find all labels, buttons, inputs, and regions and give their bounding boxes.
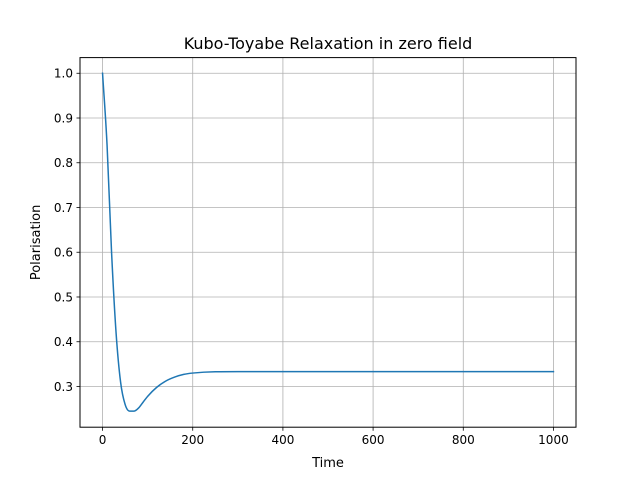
x-tick-label: 600 [362, 433, 385, 447]
x-tick-label: 1000 [538, 433, 569, 447]
axes-frame [79, 57, 577, 428]
y-tick-label: 0.5 [54, 290, 73, 304]
x-tick-label: 400 [271, 433, 294, 447]
ticks: 0 200 400 600 800 1000 0.3 0.4 0.5 0.6 0.7 0.8 0.9 1.… [54, 67, 569, 448]
y-tick-label: 1.0 [54, 67, 73, 81]
x-axis-label: Time [311, 456, 344, 471]
y-tick-label: 0.3 [54, 380, 73, 394]
y-tick-label: 0.7 [54, 201, 73, 215]
y-axis-label: Polarisation [29, 205, 44, 281]
chart-title: Kubo-Toyabe Relaxation in zero field [184, 34, 473, 53]
y-tick-label: 0.8 [54, 156, 73, 170]
y-tick-label: 0.9 [54, 111, 73, 125]
x-tick-label: 0 [99, 433, 107, 447]
grid [80, 57, 576, 428]
y-tick-label: 0.4 [54, 335, 73, 349]
y-tick-label: 0.6 [54, 246, 73, 260]
x-tick-label: 800 [452, 433, 475, 447]
x-tick-label: 200 [181, 433, 204, 447]
polarisation-series-line [101, 72, 555, 412]
series-layer [101, 72, 555, 412]
